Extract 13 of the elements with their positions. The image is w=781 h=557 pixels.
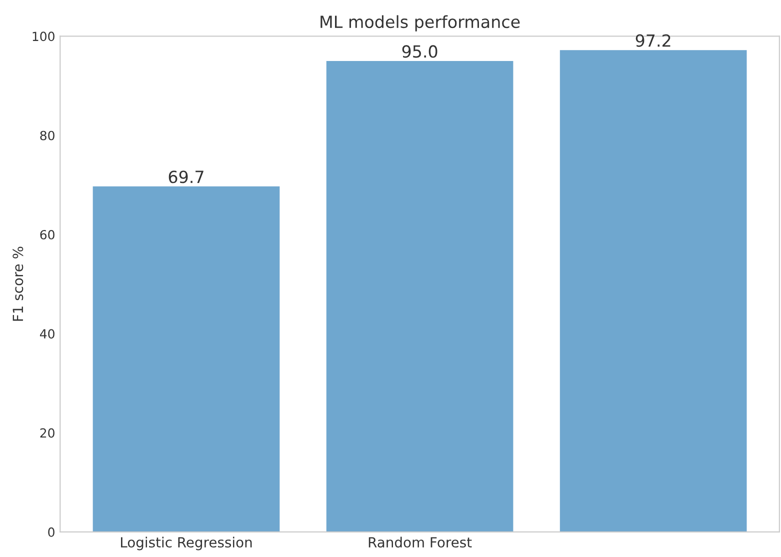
y-tick-label: 20 [40,428,54,438]
chart-title: ML models performance [320,15,520,32]
y-tick-label: 60 [40,230,54,240]
y-axis-title: F1 score % [12,246,24,321]
y-tick-label: 0 [48,527,54,537]
y-tick-label: 100 [32,32,54,42]
x-tick-label: Random Forest [368,536,472,548]
data-label: 97.2 [636,34,670,47]
x-tick-label: Logistic Regression [121,536,252,550]
data-label: 95.0 [402,45,438,58]
y-tick-label: 40 [40,329,54,339]
y-tick-label: 80 [40,130,54,140]
data-label: 69.7 [168,170,204,184]
